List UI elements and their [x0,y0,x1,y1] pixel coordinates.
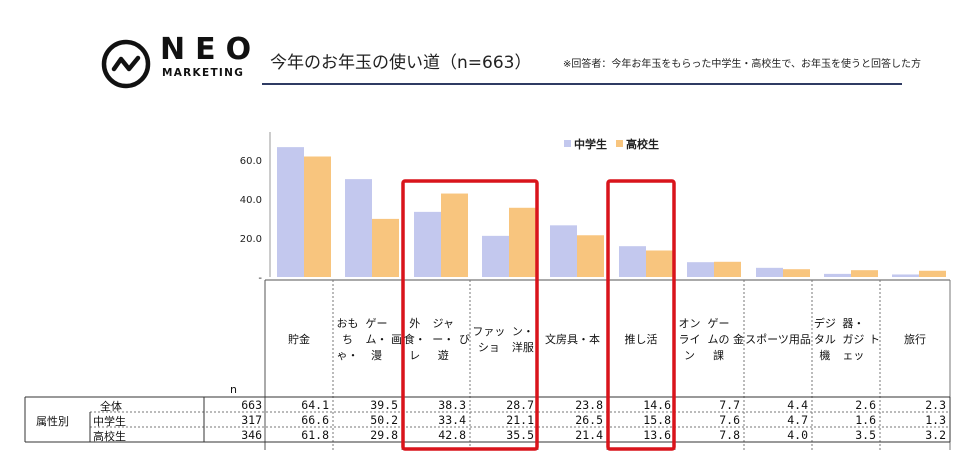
n-column-header: n [230,383,237,396]
table-cell: 29.8 [370,428,398,442]
table-cell: 1.3 [925,413,946,427]
page-title: 今年のお年玉の使い道（n=663） [270,53,532,73]
logo-main-text: NEO [160,32,262,67]
legend-label: 高校生 [626,137,659,151]
table-row-label: 中学生 [93,415,126,428]
table-cell: 3.2 [925,428,946,442]
bar-junior-high [619,246,646,277]
category-label: デジタル機 器・ガジェット [813,317,880,362]
y-tick-label: 60.0 [240,156,262,167]
bar-high-school [441,193,468,277]
table-cell: 26.5 [575,413,603,427]
bar-high-school [509,207,536,277]
table-row-label: 高校生 [93,430,126,443]
y-tick-label: 20.0 [240,234,262,245]
table-cell: 7.6 [719,413,740,427]
bar-junior-high [756,267,783,277]
title-underline [262,83,902,85]
bar-junior-high [892,274,919,277]
bar-junior-high [550,225,577,277]
bar-junior-high [277,147,304,277]
category-label: 旅行 [904,333,926,346]
category-label: 外食・レ ジャー・遊び [403,317,470,362]
table-cell: 61.8 [301,428,329,442]
table-cell: 14.6 [643,398,671,412]
table-cell: 4.0 [787,428,808,442]
neo-logo-icon [100,38,152,94]
bar-high-school [851,270,878,277]
bar-high-school [577,235,604,277]
bar-junior-high [482,235,509,277]
bar-high-school [919,270,946,277]
highlight-box [401,179,539,451]
y-tick-label: 40.0 [240,195,262,206]
category-label: おもちゃ・ ゲーム・漫画 [336,317,402,362]
table-n-value: 346 [241,428,262,442]
bar-high-school [646,250,673,277]
bar-junior-high [345,179,372,277]
category-label: オンライン ゲームの課金 [678,317,744,362]
table-cell: 4.7 [787,413,808,427]
legend-swatch [564,140,571,147]
category-label: 文房具・本 [545,333,600,346]
logo-sub-text: MARKETING [162,67,245,79]
table-cell: 38.3 [438,398,466,412]
table-cell: 4.4 [787,398,808,412]
table-cell: 23.8 [575,398,603,412]
table-cell: 42.8 [438,428,466,442]
table-cell: 28.7 [506,398,534,412]
table-cell: 35.5 [506,428,534,442]
table-cell: 21.4 [575,428,603,442]
table-cell: 7.7 [719,398,740,412]
category-label: 推し活 [624,333,658,346]
table-cell: 13.6 [643,428,671,442]
bar-junior-high [414,211,441,277]
table-cell: 2.6 [855,398,876,412]
category-label: 貯金 [288,333,310,346]
table-cell: 3.5 [855,428,876,442]
table-cell: 33.4 [438,413,466,427]
legend-label: 中学生 [574,137,607,151]
table-n-value: 317 [241,413,262,427]
table-cell: 7.8 [719,428,740,442]
table-cell: 66.6 [301,413,329,427]
category-label: スポーツ用品 [745,333,811,346]
table-cell: 1.6 [855,413,876,427]
bar-junior-high [824,273,851,277]
table-cell: 64.1 [301,398,329,412]
legend-swatch [616,140,623,147]
bar-high-school [783,269,810,277]
table-cell: 2.3 [925,398,946,412]
bar-high-school [714,261,741,277]
bar-junior-high [687,262,714,277]
respondent-note: ※回答者：今年お年玉をもらった中学生・高校生で、お年玉を使うと回答した方 [563,59,921,70]
table-group-label: 属性別 [36,415,69,428]
table-row-label: 全体 [100,400,122,413]
category-label: ファッショ ン・洋服 [472,325,534,354]
bar-high-school [372,218,399,277]
highlight-box [606,179,676,451]
table-cell: 15.8 [643,413,671,427]
table-cell: 21.1 [506,413,534,427]
table-n-value: 663 [241,398,262,412]
y-tick-label: - [258,273,262,284]
table-cell: 50.2 [370,413,398,427]
bar-high-school [304,156,331,277]
table-cell: 39.5 [370,398,398,412]
